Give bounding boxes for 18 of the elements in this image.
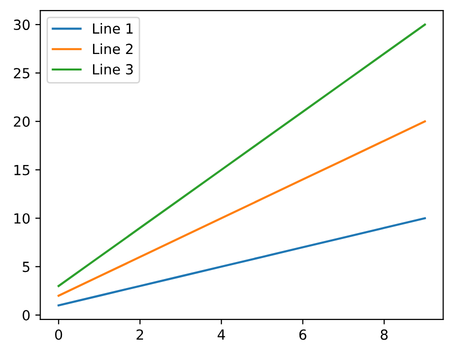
y-tick-label: 20 [14,116,30,127]
y-tick-label: 0 [22,310,30,321]
line-series [58,120,426,297]
x-tick-label: 2 [136,329,144,340]
y-tick-label: 5 [22,262,30,272]
x-tick-label: 0 [55,329,62,340]
y-tick-label: 10 [14,213,30,224]
line-series [58,217,426,306]
line-series [58,24,426,288]
legend-label: Line 3 [93,64,133,75]
x-tick-label: 6 [299,329,306,340]
y-tick-label: 25 [14,68,30,78]
x-tick-label: 4 [218,330,226,340]
x-tick-label: 8 [380,329,388,340]
y-tick-label: 15 [14,164,30,176]
legend-label: Line 2 [93,43,132,54]
legend-label: Line 1 [93,23,133,34]
y-tick-label: 30 [14,20,30,30]
